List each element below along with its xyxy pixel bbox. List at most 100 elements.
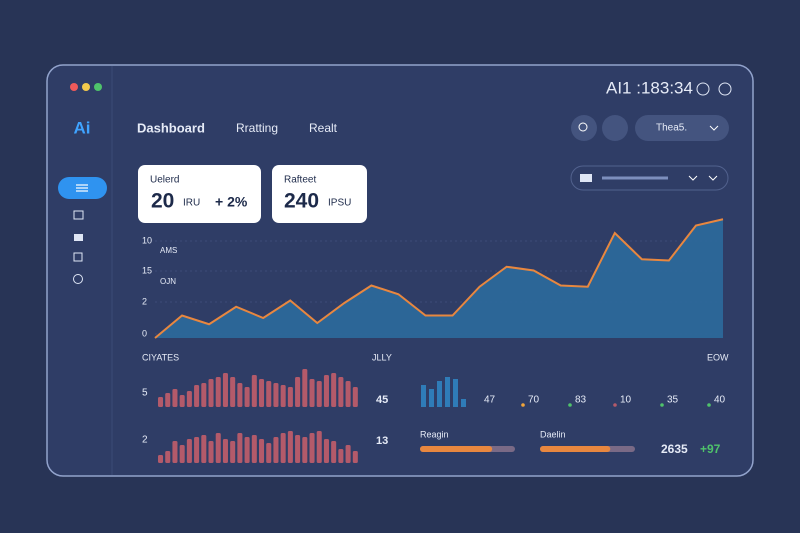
card-value: 240 bbox=[284, 190, 319, 213]
bar bbox=[186, 439, 192, 463]
mini-bar bbox=[421, 385, 426, 407]
bar bbox=[323, 439, 329, 463]
card-title: Uelerd bbox=[150, 175, 179, 186]
panel-title: CIYATES bbox=[142, 352, 179, 362]
mini-bar bbox=[445, 377, 450, 407]
progress-label: Reagin bbox=[420, 429, 449, 439]
filter-icon bbox=[580, 174, 592, 182]
max-dot[interactable] bbox=[94, 83, 102, 91]
progress-fill bbox=[540, 446, 611, 452]
y-label: 2 bbox=[142, 296, 147, 306]
bar bbox=[208, 379, 214, 407]
nav-icon[interactable] bbox=[73, 274, 83, 284]
stat-dot bbox=[521, 403, 525, 407]
card[interactable] bbox=[138, 165, 261, 223]
bar bbox=[251, 375, 257, 407]
mini-bar bbox=[453, 379, 458, 407]
stat-dot bbox=[568, 403, 572, 407]
bar bbox=[316, 381, 322, 407]
bar bbox=[165, 393, 171, 407]
close-dot[interactable] bbox=[70, 83, 78, 91]
bar bbox=[331, 373, 337, 407]
stat: 47 bbox=[484, 395, 496, 406]
y-label: 15 bbox=[142, 265, 152, 275]
nav-item[interactable]: Rratting bbox=[236, 121, 278, 135]
row-total: 13 bbox=[376, 435, 388, 447]
filter-select[interactable] bbox=[570, 165, 729, 191]
min-dot[interactable] bbox=[82, 83, 90, 91]
nav-icon[interactable] bbox=[73, 252, 83, 262]
total-change: +97 bbox=[700, 442, 721, 456]
bar bbox=[331, 441, 337, 463]
card-title: Rafteet bbox=[284, 175, 316, 186]
bar bbox=[309, 433, 315, 463]
mini-bar bbox=[461, 399, 466, 407]
y-label: 10 bbox=[142, 235, 152, 245]
bar bbox=[194, 437, 200, 463]
y-label: 0 bbox=[142, 328, 147, 338]
stat-dot bbox=[707, 403, 711, 407]
status-icon[interactable] bbox=[696, 82, 710, 96]
progress-label: Daelin bbox=[540, 429, 566, 439]
bar bbox=[323, 375, 329, 407]
bar bbox=[280, 385, 286, 407]
bar bbox=[179, 395, 185, 407]
bar bbox=[179, 445, 185, 463]
nav-icon[interactable] bbox=[73, 210, 84, 220]
bar bbox=[280, 433, 286, 463]
panel-label: EOW bbox=[707, 352, 729, 362]
search-button[interactable] bbox=[571, 115, 597, 141]
card[interactable] bbox=[272, 165, 367, 223]
side-label: AMS bbox=[160, 246, 177, 255]
nav-item[interactable]: Realt bbox=[309, 121, 338, 135]
nav-icon[interactable] bbox=[74, 234, 83, 241]
settings-icon[interactable] bbox=[718, 82, 732, 96]
bar bbox=[172, 389, 178, 407]
stat: 70 bbox=[528, 395, 540, 406]
bar bbox=[309, 379, 315, 407]
row-total: 45 bbox=[376, 394, 388, 406]
panel-label: JLLY bbox=[372, 352, 392, 362]
search-pill[interactable] bbox=[635, 115, 729, 141]
bar bbox=[273, 437, 279, 463]
bar bbox=[345, 445, 351, 463]
nav-item[interactable]: Dashboard bbox=[137, 120, 205, 135]
bar bbox=[172, 441, 178, 463]
progress-fill bbox=[420, 446, 493, 452]
bar bbox=[259, 439, 265, 463]
bar bbox=[208, 441, 214, 463]
stat: 40 bbox=[714, 395, 726, 406]
logo: Ai bbox=[74, 118, 91, 137]
search-label: Thea5. bbox=[656, 123, 687, 134]
card-unit: IPSU bbox=[328, 198, 351, 209]
bar bbox=[244, 437, 250, 463]
bar bbox=[287, 431, 293, 463]
dropdown-icon bbox=[688, 175, 718, 181]
side-label: OJN bbox=[160, 277, 176, 286]
row-label: 2 bbox=[142, 435, 148, 446]
bar bbox=[222, 373, 228, 407]
mini-bar bbox=[437, 381, 442, 407]
bar bbox=[165, 451, 171, 463]
bar bbox=[295, 377, 301, 407]
bar bbox=[158, 455, 164, 463]
stat-dot bbox=[613, 403, 617, 407]
bar bbox=[266, 381, 272, 407]
bar bbox=[316, 431, 322, 463]
action-button[interactable] bbox=[602, 115, 628, 141]
bar bbox=[352, 387, 358, 407]
stat-dot bbox=[660, 403, 664, 407]
bar bbox=[244, 387, 250, 407]
bar bbox=[230, 441, 236, 463]
line bbox=[154, 218, 724, 339]
search-icon bbox=[578, 122, 588, 132]
card-value: 20 bbox=[151, 190, 174, 213]
stat: 10 bbox=[620, 395, 632, 406]
bar bbox=[273, 383, 279, 407]
bar bbox=[345, 381, 351, 407]
bar bbox=[230, 377, 236, 407]
bar bbox=[237, 433, 243, 463]
card-change: + 2% bbox=[215, 194, 248, 210]
